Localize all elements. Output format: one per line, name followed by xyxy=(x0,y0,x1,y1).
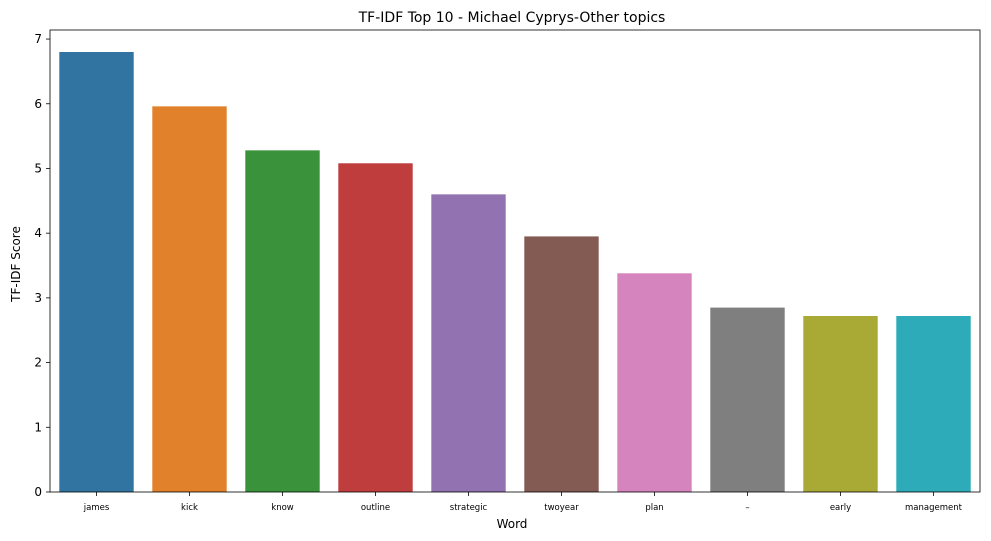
bar-7 xyxy=(710,307,785,492)
axes-frame xyxy=(49,29,981,493)
x-tick-label-3: outline xyxy=(361,503,390,513)
x-tick-label-6: plan xyxy=(645,503,663,513)
y-tick-label-1: 1 xyxy=(34,420,42,434)
bar-2 xyxy=(245,150,320,492)
y-axis-label: TF-IDF Score xyxy=(9,226,23,303)
x-axis-label: Word xyxy=(497,517,528,531)
plot-area: 0 1 2 3 4 5 6 7 james kick know outline strategic two… xyxy=(34,29,981,513)
x-tick-label-4: strategic xyxy=(450,503,488,513)
x-tick-label-0: james xyxy=(83,503,110,513)
y-tick-label-2: 2 xyxy=(34,356,42,370)
bar-1 xyxy=(152,106,227,492)
chart-title: TF-IDF Top 10 - Michael Cyprys-Other top… xyxy=(358,10,666,26)
bar-8 xyxy=(803,316,878,492)
y-tick-label-4: 4 xyxy=(34,226,42,240)
bar-5 xyxy=(524,236,599,492)
y-tick-label-5: 5 xyxy=(34,161,42,175)
x-tick-label-9: management xyxy=(905,503,963,513)
x-tick-label-7: – xyxy=(745,503,749,513)
bar-0 xyxy=(59,52,134,492)
y-tick-label-3: 3 xyxy=(34,291,42,305)
y-tick-label-7: 7 xyxy=(34,32,42,46)
bar-6 xyxy=(617,273,692,492)
bar-4 xyxy=(431,194,506,492)
y-tick-label-0: 0 xyxy=(34,485,42,499)
x-tick-label-2: know xyxy=(271,503,294,513)
bar-3 xyxy=(338,163,413,493)
x-tick-label-1: kick xyxy=(181,503,198,513)
bar-9 xyxy=(896,316,971,492)
x-tick-label-8: early xyxy=(830,503,851,513)
y-tick-label-6: 6 xyxy=(34,97,42,111)
x-tick-label-5: twoyear xyxy=(544,503,579,513)
